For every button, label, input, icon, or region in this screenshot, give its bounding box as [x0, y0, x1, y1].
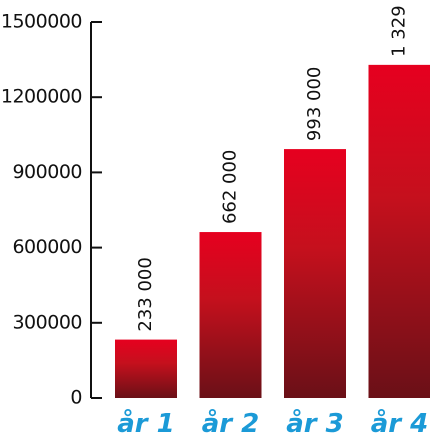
- y-tick-label: 600000: [12, 236, 82, 258]
- bar: [115, 339, 177, 398]
- y-tick-label: 1500000: [1, 11, 82, 33]
- value-label: 233 000: [135, 257, 156, 331]
- x-tick-label: år 1: [117, 408, 175, 439]
- y-tick-label: 0: [70, 387, 82, 409]
- y-tick-label: 1200000: [1, 86, 82, 108]
- value-label: 1 329 000: [389, 0, 410, 57]
- y-tick-label: 900000: [12, 161, 82, 183]
- x-tick-label: år 4: [371, 408, 429, 439]
- bar: [284, 149, 346, 398]
- value-label: 662 000: [220, 150, 241, 224]
- x-tick-label: år 2: [202, 408, 260, 439]
- bar: [199, 232, 262, 398]
- x-tick-label: år 3: [286, 408, 344, 439]
- value-label: 993 000: [304, 67, 325, 141]
- y-tick-label: 300000: [12, 311, 82, 333]
- bar: [368, 64, 430, 398]
